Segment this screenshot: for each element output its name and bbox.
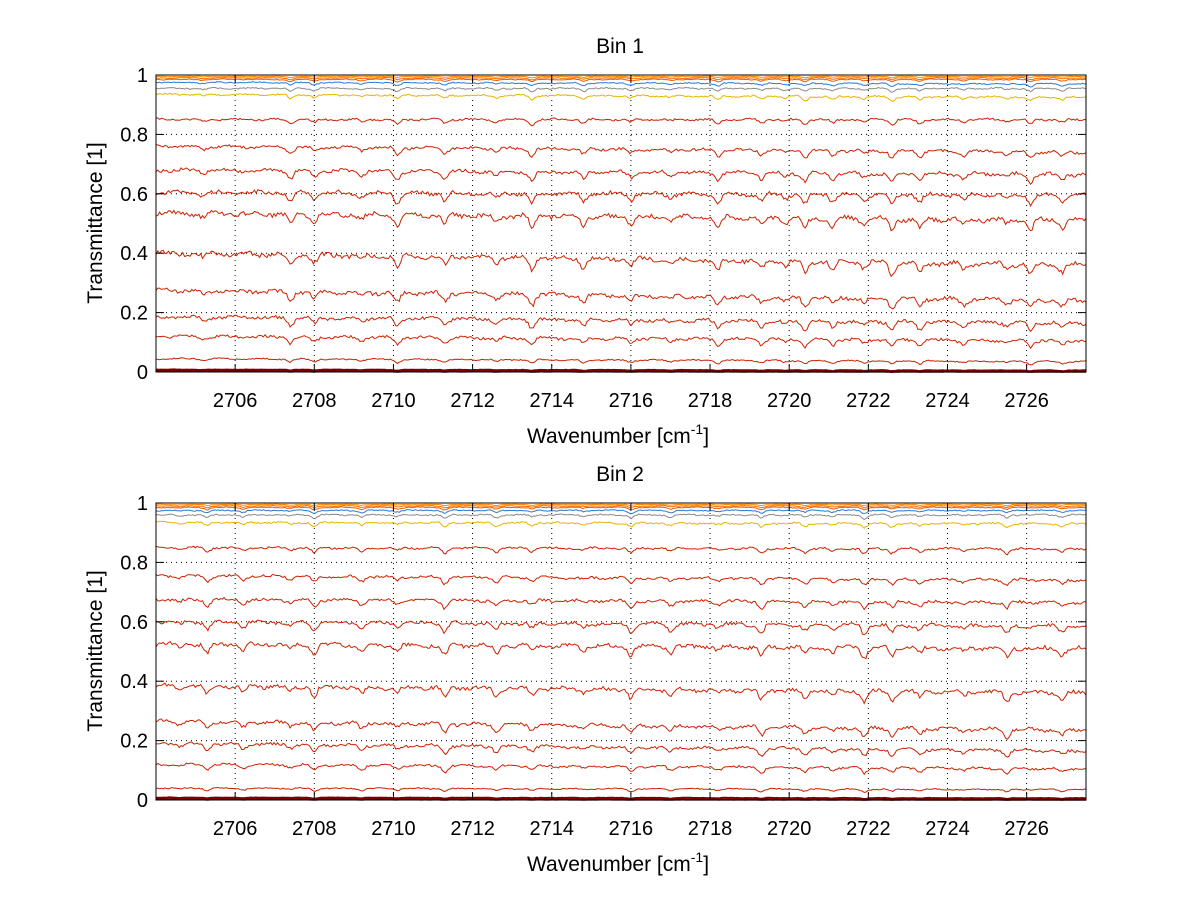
y-tick-label: 0.6 <box>120 612 148 634</box>
x-tick-label: 2716 <box>609 390 654 412</box>
x-tick-label: 2718 <box>688 818 733 840</box>
x-axis-label: Wavenumber [cm-1] <box>527 849 709 876</box>
x-axis-label-superscript: -1 <box>691 421 704 437</box>
x-axis-label-suffix: ] <box>703 853 709 876</box>
x-tick-label: 2708 <box>292 818 337 840</box>
y-tick-label: 0.2 <box>120 303 148 325</box>
series-line <box>155 167 1087 185</box>
y-tick-label: 0 <box>137 790 148 812</box>
series-line <box>155 76 1087 81</box>
y-tick-label: 0.8 <box>120 552 148 574</box>
series-line <box>155 513 1087 520</box>
series-line <box>155 86 1087 93</box>
series-line <box>155 786 1087 794</box>
axes-box <box>155 502 1087 801</box>
x-tick-labels: 2706 2708 2710 2712 2714 2716 2718 2720 2722 2724… <box>213 390 1049 412</box>
y-tick-label: 0.4 <box>120 671 148 693</box>
y-tick-label: 0.6 <box>120 184 148 206</box>
series-line <box>155 545 1087 556</box>
x-tick-label: 2712 <box>450 390 495 412</box>
x-tick-label: 2712 <box>450 818 495 840</box>
series-line <box>156 503 1087 507</box>
series-line <box>155 506 1087 511</box>
series-line <box>155 249 1087 278</box>
series-line <box>155 619 1087 636</box>
y-tick-label: 0.2 <box>120 731 148 753</box>
y-tick-label: 0.8 <box>120 124 148 146</box>
series-line <box>156 520 1087 529</box>
series-line <box>155 796 1087 801</box>
series-line <box>155 314 1087 333</box>
series-line <box>155 682 1087 705</box>
x-axis-label-main: Wavenumber [cm <box>527 425 691 448</box>
series-line <box>155 504 1087 509</box>
x-tick-label: 2720 <box>767 818 812 840</box>
tick-marks <box>156 74 1086 373</box>
chart-title: Bin 1 <box>596 35 644 58</box>
x-tick-label: 2706 <box>213 818 258 840</box>
x-tick-label: 2706 <box>213 390 258 412</box>
chart-title: Bin 2 <box>596 463 644 486</box>
series-line <box>155 509 1087 515</box>
x-tick-label: 2726 <box>1004 818 1049 840</box>
x-tick-label: 2718 <box>688 390 733 412</box>
series-line <box>155 368 1086 373</box>
plot-area <box>156 75 1086 372</box>
x-tick-label: 2722 <box>846 390 891 412</box>
x-tick-label: 2722 <box>846 818 891 840</box>
series-line <box>155 117 1087 127</box>
x-tick-label: 2724 <box>925 390 970 412</box>
series-line <box>155 143 1087 159</box>
series-line <box>155 357 1087 366</box>
x-tick-label: 2708 <box>292 390 337 412</box>
series-line <box>155 75 1087 79</box>
series-line <box>155 596 1087 611</box>
y-tick-label: 0 <box>137 362 148 384</box>
chart-panel-bin-2: Bin 2 2706 2708 2710 2712 2714 2716 2718 2720 27… <box>84 463 1087 876</box>
series-line <box>155 762 1086 776</box>
x-tick-label: 2710 <box>371 818 416 840</box>
series-line <box>155 189 1087 208</box>
y-tick-label: 1 <box>137 65 148 87</box>
series-line <box>155 92 1086 102</box>
series-line <box>155 573 1087 587</box>
axes-box <box>155 74 1087 373</box>
y-axis-label: Transmittance [1] <box>84 570 107 731</box>
series-line <box>155 209 1087 232</box>
x-tick-label: 2716 <box>609 818 654 840</box>
y-tick-label: 1 <box>137 493 148 515</box>
x-axis-label-main: Wavenumber [cm <box>527 853 691 876</box>
chart-panel-bin-1: Bin 1 2706 2708 2710 2712 2714 2716 2718 2720 27… <box>84 35 1087 448</box>
grid-lines <box>156 503 1086 800</box>
y-tick-label: 0.4 <box>120 243 148 265</box>
y-tick-labels: 0 0.2 0.4 0.6 0.8 1 <box>120 493 148 812</box>
series-line <box>155 741 1087 758</box>
x-tick-label: 2724 <box>925 818 970 840</box>
tick-marks <box>156 502 1086 801</box>
series-line <box>155 78 1087 83</box>
series-line <box>155 718 1087 740</box>
series-line <box>155 81 1087 88</box>
x-tick-label: 2726 <box>1004 390 1049 412</box>
series-line <box>155 333 1087 350</box>
x-tick-label: 2720 <box>767 390 812 412</box>
series-line <box>155 640 1087 660</box>
y-tick-labels: 0 0.2 0.4 0.6 0.8 1 <box>120 65 148 384</box>
series-line <box>155 287 1087 310</box>
x-axis-label-suffix: ] <box>703 425 709 448</box>
x-tick-labels: 2706 2708 2710 2712 2714 2716 2718 2720 2722 2724… <box>213 818 1049 840</box>
x-axis-label-superscript: -1 <box>691 849 704 865</box>
x-tick-label: 2710 <box>371 390 416 412</box>
x-axis-label: Wavenumber [cm-1] <box>527 421 709 448</box>
x-tick-label: 2714 <box>529 390 574 412</box>
x-tick-label: 2714 <box>529 818 574 840</box>
grid-lines <box>156 75 1086 372</box>
y-axis-label: Transmittance [1] <box>84 142 107 303</box>
